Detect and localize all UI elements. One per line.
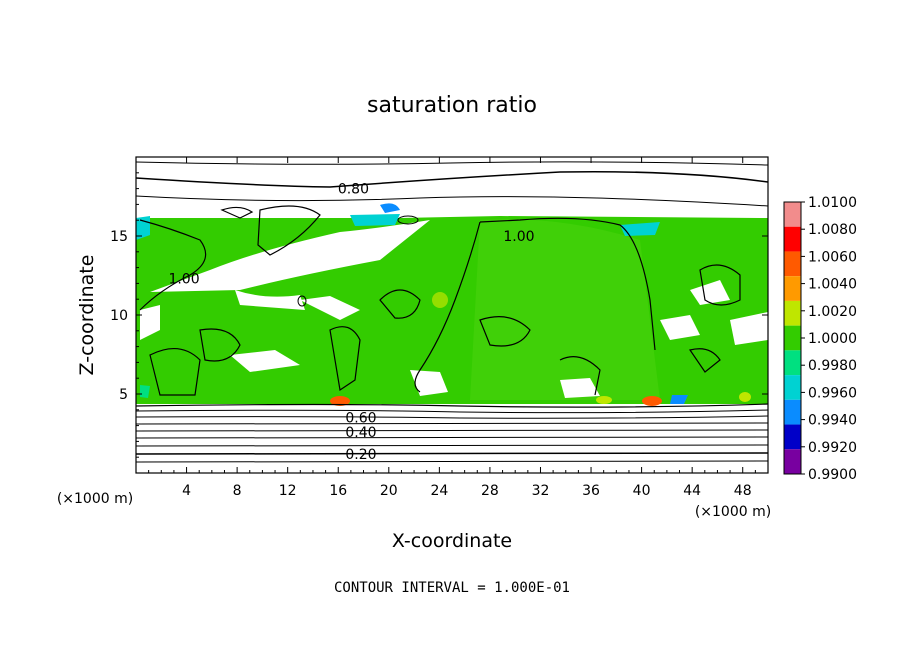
contour-label: 0.60: [345, 411, 376, 427]
colorbar-swatch: [784, 300, 801, 326]
colorbar-swatch: [784, 399, 801, 425]
colorbar-level-label: 1.0020: [808, 304, 857, 320]
colorbar-swatch: [784, 226, 801, 252]
colorbar-level-label: 1.0100: [808, 195, 857, 211]
contour-label: 0.80: [338, 182, 369, 198]
colorbar-level-label: 0.9920: [808, 440, 857, 456]
contour-label: 1.00: [503, 229, 534, 245]
contour-label: 0.20: [345, 447, 376, 463]
colorbar-swatch: [784, 375, 801, 400]
x-axis-label: X-coordinate: [392, 530, 512, 552]
colorbar-level-label: 1.0060: [808, 249, 857, 265]
x-tick-label: 4: [182, 483, 191, 499]
colorbar-swatch: [784, 424, 801, 450]
colorbar-swatch: [784, 325, 801, 351]
x-tick-label: 20: [380, 483, 398, 499]
colorbar: 1.0100 1.0080 1.0060 1.0040 1.0020 1.0000 0.99…: [783, 195, 857, 483]
x-tick-label: 24: [430, 483, 448, 499]
saturation-field: [136, 157, 768, 473]
x-tick-label: 16: [329, 483, 347, 499]
colorbar-swatch: [784, 449, 801, 474]
contour-interval-note: CONTOUR INTERVAL = 1.000E-01: [334, 580, 570, 596]
x-tick-label: 8: [233, 483, 242, 499]
colorbar-level-label: 1.0040: [808, 277, 857, 293]
x-tick-label: 40: [633, 483, 651, 499]
colorbar-level-label: 0.9960: [808, 385, 857, 401]
contour-label: 0.40: [345, 425, 376, 441]
colorbar-level-label: 0.9980: [808, 358, 857, 374]
x-axis-unit-left: (×1000 m): [57, 491, 133, 507]
contour-label: 1.00: [168, 272, 199, 288]
colorbar-swatch: [784, 251, 801, 277]
colorbar-level-label: 1.0080: [808, 222, 857, 238]
colorbar-swatch: [784, 276, 801, 301]
y-tick-label: 10: [110, 308, 128, 324]
chart-title: saturation ratio: [367, 93, 537, 118]
x-tick-label: 32: [532, 483, 550, 499]
x-tick-label: 36: [582, 483, 600, 499]
colorbar-swatch: [784, 202, 801, 227]
contour-lines: [136, 161, 768, 463]
x-tick-label: 12: [279, 483, 297, 499]
x-axis-unit-right: (×1000 m): [695, 504, 771, 520]
x-tick-label: 48: [734, 483, 752, 499]
y-axis-label: Z-coordinate: [76, 255, 98, 376]
contour-labels: 0.80 1.00 1.00 0.20 0.400.60: [168, 182, 534, 463]
y-tick-label: 5: [119, 387, 128, 403]
y-tick-label: 15: [110, 229, 128, 245]
colorbar-level-label: 0.9940: [808, 413, 857, 429]
colorbar-level-label: 0.9900: [808, 467, 857, 483]
y-axis-ticks: 5 10 15: [110, 172, 768, 458]
x-axis-ticks: 4 8 12 16 20 24 28 32 36 40 44 48: [148, 157, 756, 499]
colorbar-level-label: 1.0000: [808, 331, 857, 347]
colorbar-swatch: [784, 350, 801, 376]
x-tick-label: 28: [481, 483, 499, 499]
x-tick-label: 44: [683, 483, 701, 499]
